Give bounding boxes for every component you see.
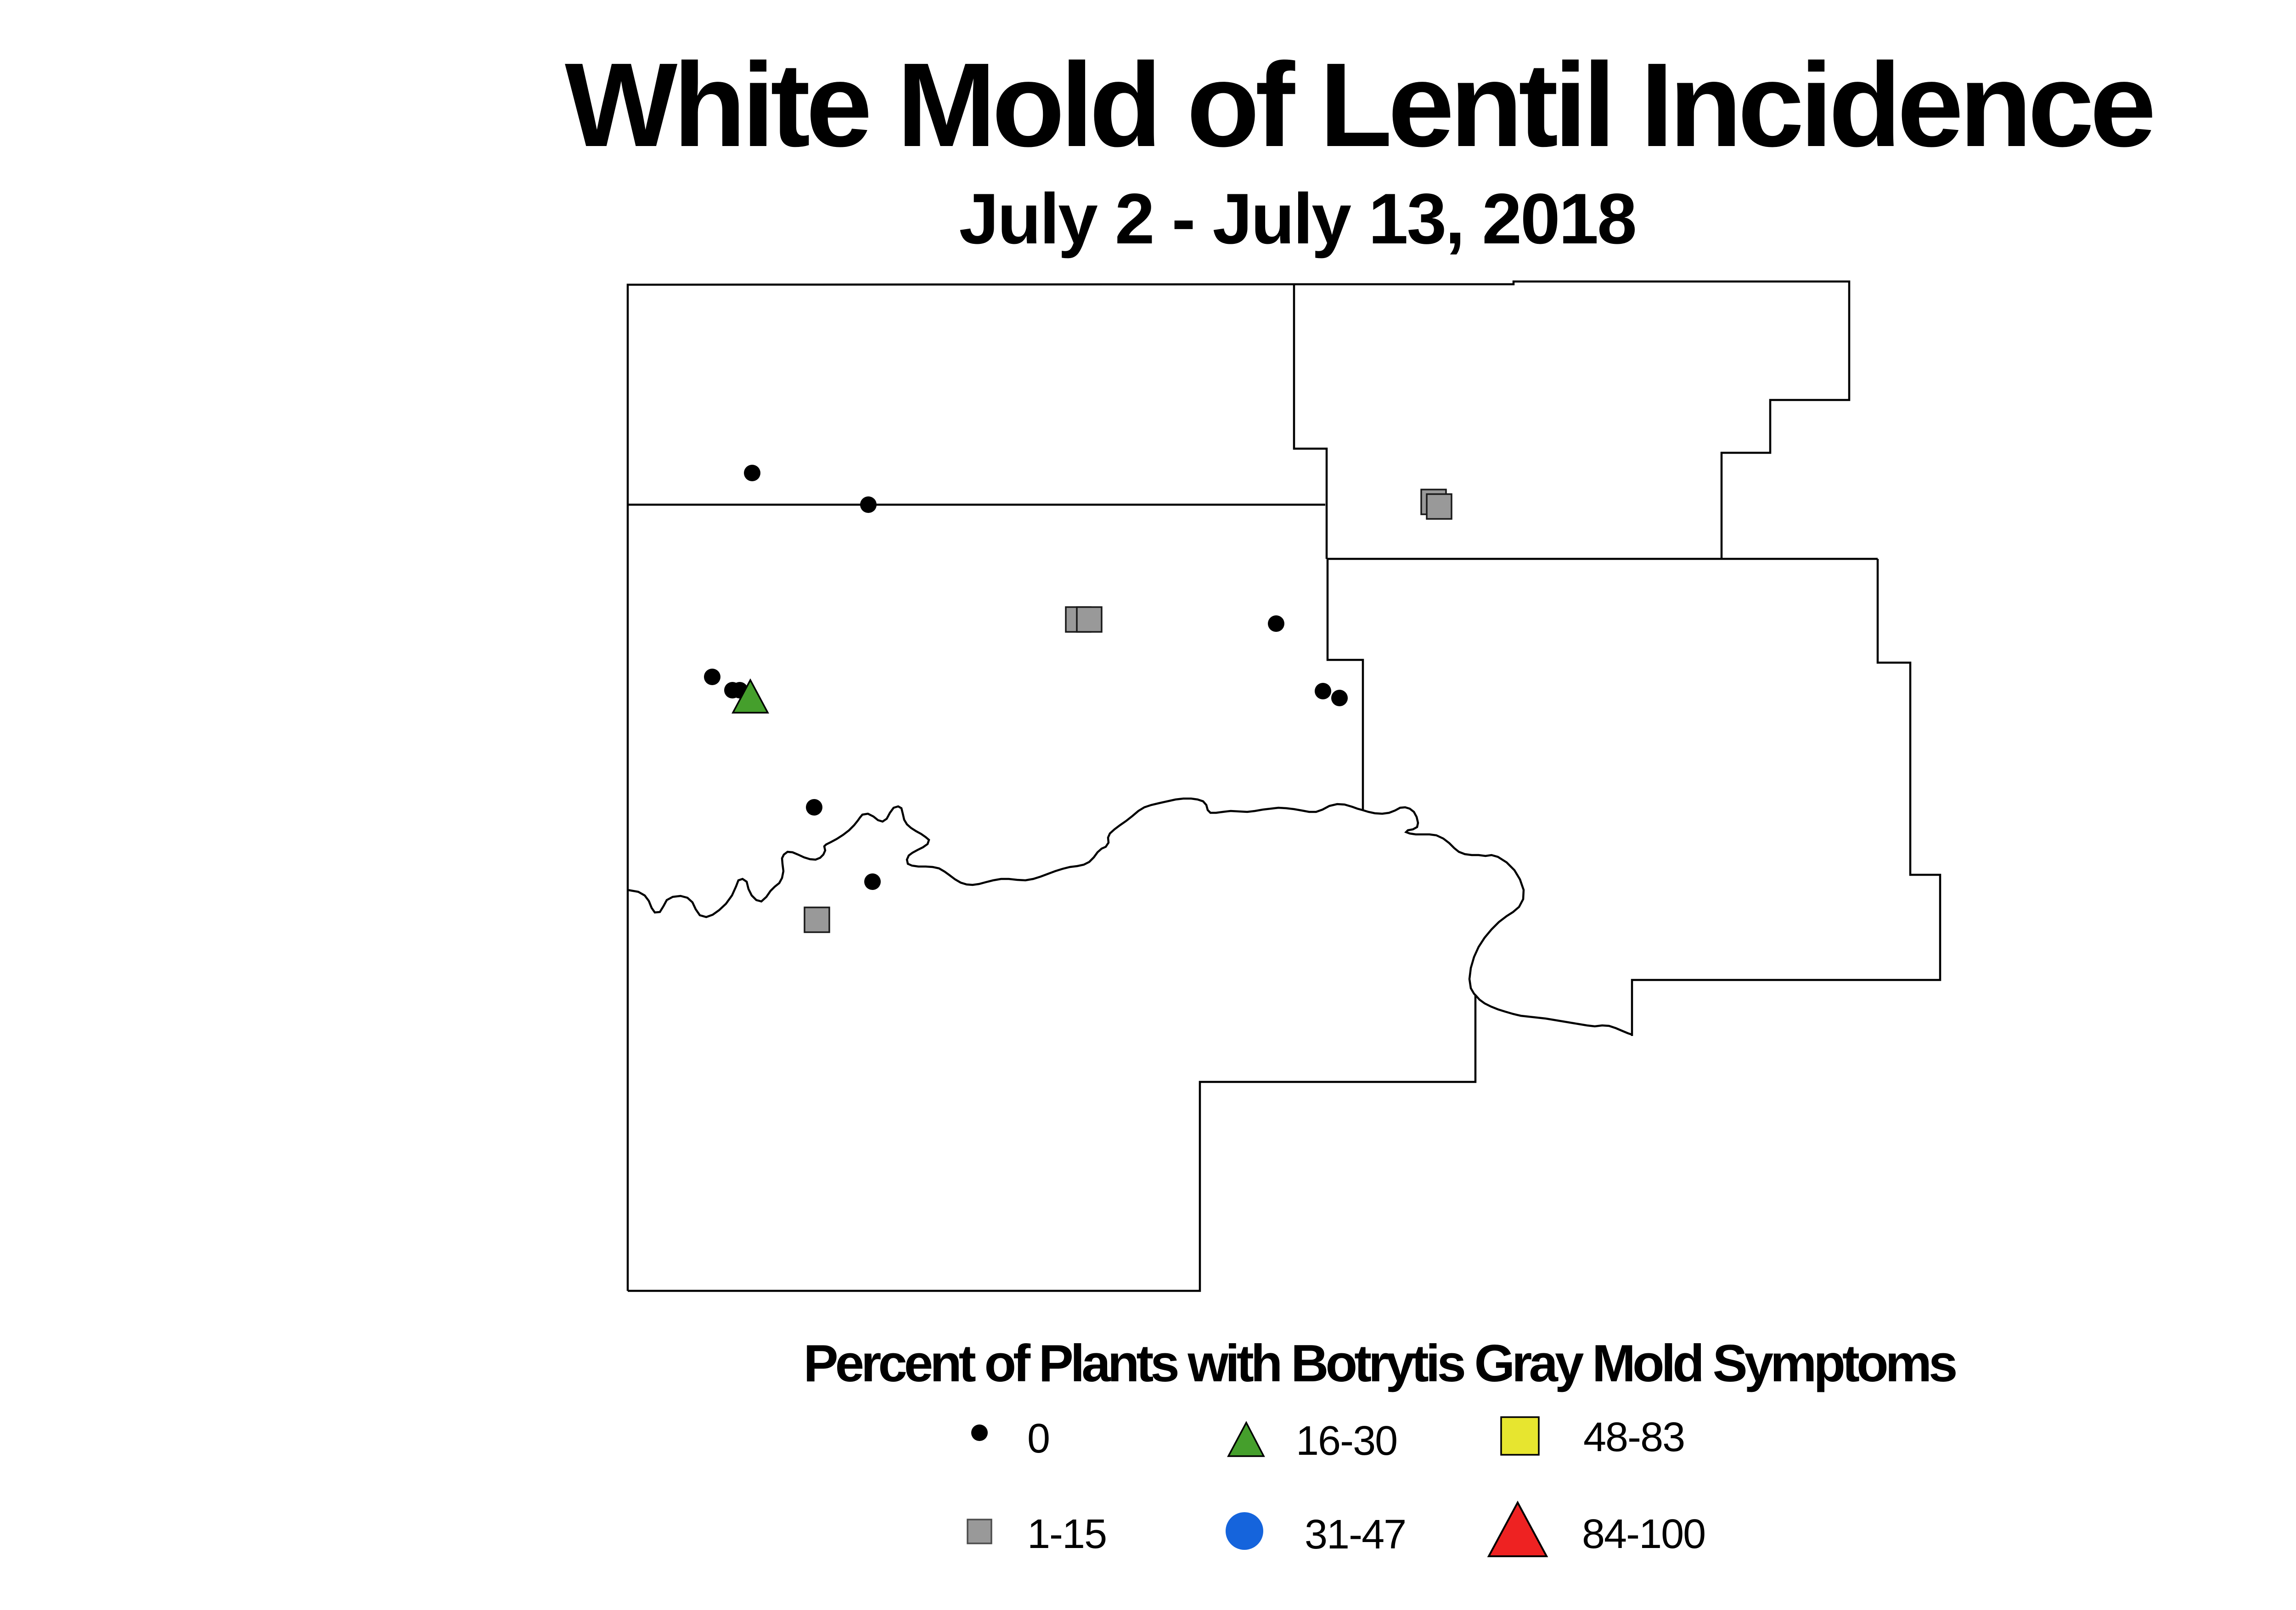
- svg-text:White Mold of Lentil Incidence: White Mold of Lentil Incidence: [565, 39, 2153, 172]
- svg-text:31-47: 31-47: [1305, 1512, 1406, 1558]
- svg-text:Percent of Plants with Botryti: Percent of Plants with Botrytis Gray Mol…: [804, 1334, 1956, 1393]
- svg-text:July 2 - July 13, 2018: July 2 - July 13, 2018: [959, 179, 1635, 259]
- svg-text:1-15: 1-15: [1027, 1511, 1106, 1557]
- svg-text:0: 0: [1027, 1416, 1049, 1462]
- svg-text:16-30: 16-30: [1296, 1418, 1397, 1464]
- svg-text:84-100: 84-100: [1582, 1511, 1705, 1557]
- svg-text:48-83: 48-83: [1583, 1414, 1684, 1460]
